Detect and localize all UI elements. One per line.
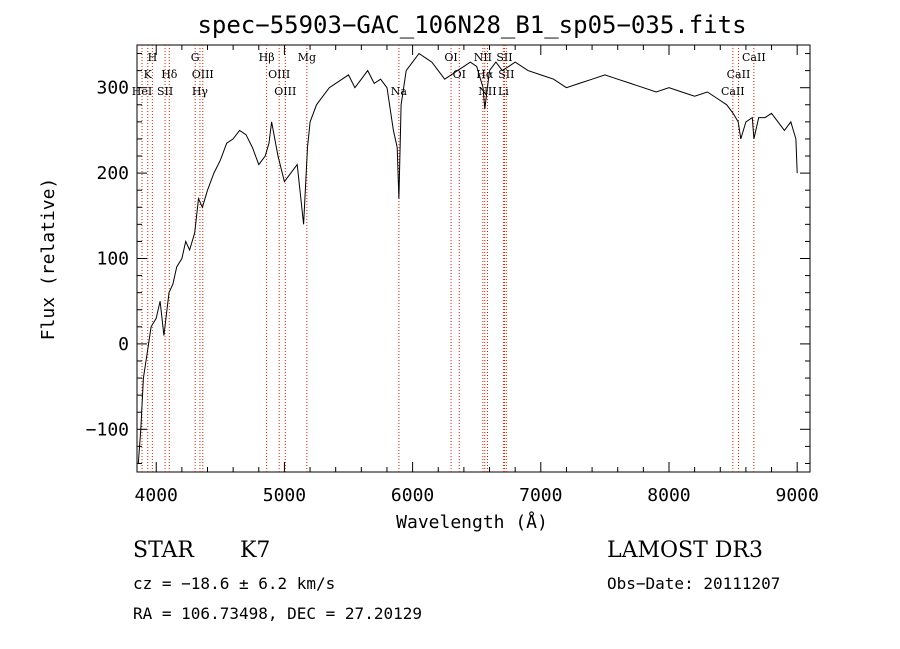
spectral-line-label: Hβ bbox=[259, 51, 275, 64]
x-tick-label: 8000 bbox=[647, 485, 690, 506]
spectral-line-label: CaII bbox=[727, 68, 751, 81]
coordinates-readout: RA = 106.73498, DEC = 27.20129 bbox=[133, 604, 422, 623]
x-tick-label: 4000 bbox=[135, 485, 178, 506]
plot-frame bbox=[136, 44, 811, 473]
spectral-line-label: K bbox=[144, 68, 153, 81]
spectral-line-label: CaII bbox=[721, 85, 745, 98]
y-tick-label: 100 bbox=[96, 249, 129, 270]
spectral-line-label: Li bbox=[498, 85, 509, 98]
spectral-line-label: Na bbox=[391, 85, 408, 98]
y-tick-label: 200 bbox=[96, 163, 129, 184]
x-tick-labels: 4000 5000 6000 7000 8000 9000 bbox=[135, 485, 819, 506]
spectral-line-label: Hγ bbox=[192, 85, 209, 98]
spectral-line-label: H bbox=[148, 51, 158, 64]
spectral-line-label: SII bbox=[498, 68, 514, 81]
spectral-line-label: OI bbox=[444, 51, 457, 64]
y-axis-label: Flux (relative) bbox=[38, 178, 59, 341]
y-tick-labels: −100 0 100 200 300 bbox=[86, 78, 129, 441]
spectral-line-label: SII bbox=[157, 85, 173, 98]
subclass-label: K7 bbox=[240, 538, 271, 563]
y-tick-label: 300 bbox=[96, 78, 129, 99]
spectrum-line bbox=[137, 52, 798, 464]
y-tick-label: 0 bbox=[118, 334, 129, 355]
cz-readout: cz = −18.6 ± 6.2 km/s bbox=[133, 574, 336, 593]
x-axis-label: Wavelength (Å) bbox=[396, 511, 548, 533]
class-label: STAR bbox=[133, 538, 194, 563]
survey-label: LAMOST DR3 bbox=[607, 538, 763, 563]
y-tick-label: −100 bbox=[86, 419, 129, 440]
chart-title: spec−55903−GAC_106N28_B1_sp05−035.fits bbox=[197, 11, 746, 39]
spectral-line-label: OIII bbox=[192, 68, 214, 81]
spectral-line-label: Mg bbox=[298, 51, 316, 64]
spectral-line-markers bbox=[141, 45, 755, 472]
spectral-line-label: HeI bbox=[132, 85, 152, 98]
spectral-line-label: NII bbox=[474, 51, 492, 64]
obs-date-readout: Obs−Date: 20111207 bbox=[607, 574, 781, 593]
axis-ticks bbox=[137, 45, 810, 472]
spectral-line-label: OIII bbox=[268, 68, 290, 81]
x-tick-label: 5000 bbox=[263, 485, 306, 506]
spectral-line-label: CaII bbox=[742, 51, 766, 64]
spectral-line-label: OIII bbox=[274, 85, 296, 98]
x-tick-label: 6000 bbox=[391, 485, 434, 506]
x-tick-label: 7000 bbox=[519, 485, 562, 506]
x-tick-label: 9000 bbox=[776, 485, 819, 506]
spectral-line-label: G bbox=[191, 51, 200, 64]
spectral-line-label: Hδ bbox=[161, 68, 178, 81]
spectral-line-label: SII bbox=[496, 51, 512, 64]
